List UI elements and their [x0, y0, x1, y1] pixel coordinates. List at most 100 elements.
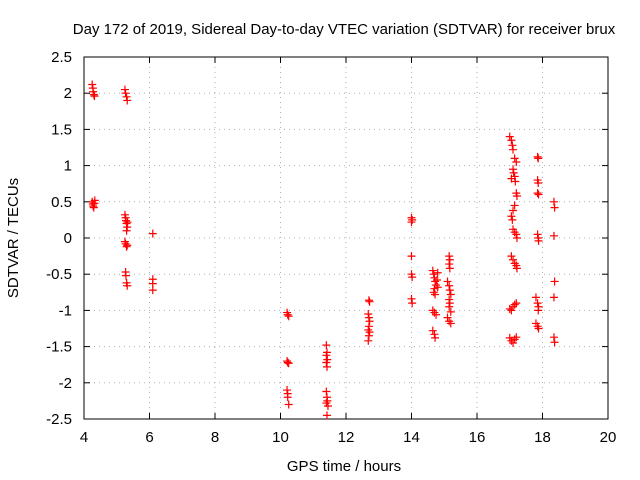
data-point [512, 299, 521, 308]
data-point [509, 255, 518, 264]
data-point [445, 302, 454, 311]
data-point [283, 393, 292, 402]
data-point [122, 226, 131, 235]
y-tick-label: -1 [59, 302, 72, 319]
data-point [283, 358, 292, 367]
data-point [446, 319, 455, 328]
data-point [123, 241, 132, 250]
data-point [509, 206, 518, 215]
data-point [148, 286, 157, 295]
data-point [549, 293, 558, 302]
y-tick-label: -2 [59, 375, 72, 392]
data-point [534, 324, 543, 333]
data-point [446, 307, 455, 316]
data-point [549, 231, 558, 240]
data-point [433, 268, 442, 277]
y-tick-label: 2 [64, 85, 72, 102]
y-tick-label: 0.5 [51, 194, 72, 211]
data-point [365, 297, 374, 306]
data-point [509, 338, 518, 347]
x-tick-label: 16 [469, 429, 486, 446]
data-points [88, 80, 559, 420]
data-point [445, 299, 454, 308]
x-tick-label: 12 [338, 429, 355, 446]
data-point [445, 255, 454, 264]
data-point [510, 201, 519, 210]
x-axis-title: GPS time / hours [287, 458, 401, 475]
data-point [509, 165, 518, 174]
y-tick-label: 1 [64, 158, 72, 175]
x-tick-label: 20 [600, 429, 617, 446]
data-point [121, 89, 130, 98]
data-point [431, 333, 440, 342]
data-point [407, 294, 416, 303]
x-tick-label: 14 [403, 429, 420, 446]
data-point [123, 96, 132, 105]
data-point [122, 242, 131, 251]
data-point [433, 275, 442, 284]
data-point [148, 229, 157, 238]
data-point [446, 290, 455, 299]
data-point [510, 300, 519, 309]
data-point [322, 351, 331, 360]
data-point [512, 192, 521, 201]
data-point [509, 145, 518, 154]
data-point [508, 215, 517, 224]
data-point [512, 234, 521, 242]
data-point [122, 219, 131, 228]
data-point [505, 132, 514, 141]
data-point [445, 252, 454, 261]
y-tick-label: -2.5 [46, 411, 72, 428]
data-point [512, 333, 521, 342]
x-tick-label: 10 [272, 429, 289, 446]
data-point [509, 168, 518, 177]
data-point [443, 313, 452, 322]
data-point [408, 299, 417, 308]
data-point [512, 157, 521, 166]
data-point [121, 271, 130, 280]
data-point [549, 197, 558, 206]
chart-title: Day 172 of 2019, Sidereal Day-to-day VTE… [73, 21, 616, 38]
data-point [408, 273, 417, 282]
data-point [507, 306, 516, 315]
data-point [512, 264, 521, 273]
y-tick-label: -0.5 [46, 266, 72, 283]
data-point [445, 260, 454, 269]
data-point [90, 92, 99, 101]
x-tick-label: 8 [211, 429, 219, 446]
y-tick-label: 2.5 [51, 49, 72, 66]
data-point [123, 218, 132, 227]
data-point [323, 396, 332, 405]
data-point [284, 312, 293, 321]
data-point [364, 310, 373, 319]
data-point [322, 341, 331, 350]
data-point [533, 230, 542, 239]
data-point [534, 236, 543, 245]
data-point [365, 328, 374, 337]
data-point [323, 401, 332, 410]
data-point [533, 189, 542, 198]
data-point [445, 295, 454, 304]
data-point [433, 283, 442, 292]
data-point [428, 326, 437, 335]
data-point [534, 190, 543, 199]
data-point [284, 359, 293, 368]
y-tick-label: 0 [64, 230, 72, 247]
data-point [429, 288, 438, 297]
data-point [283, 386, 292, 395]
data-point [120, 85, 129, 94]
data-point [283, 357, 292, 366]
data-point [430, 284, 439, 293]
data-point [429, 270, 438, 279]
data-point [364, 313, 373, 322]
data-point [364, 336, 373, 345]
data-point [445, 317, 454, 326]
data-point [430, 330, 439, 339]
data-point [407, 252, 416, 261]
data-point [507, 174, 516, 183]
data-point [88, 80, 97, 89]
data-point [550, 277, 559, 286]
y-axis-title: SDTVAR / TECUs [5, 178, 22, 298]
x-tick-label: 6 [145, 429, 153, 446]
data-point [430, 308, 439, 317]
